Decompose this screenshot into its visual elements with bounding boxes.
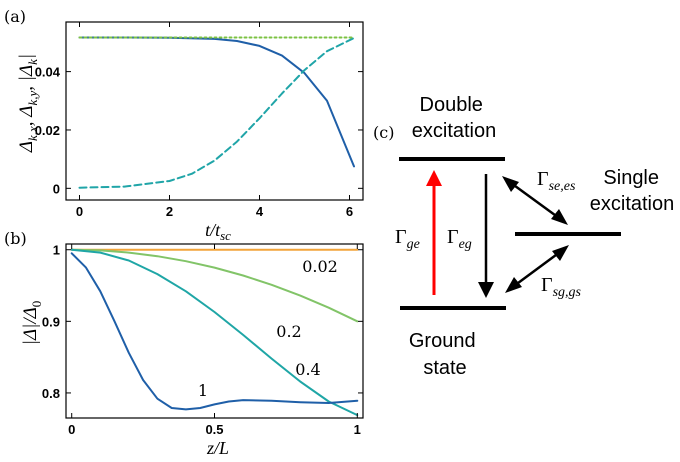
panel-b-ytick-label: 1 [53,243,60,258]
gamma-se-es-label: Γse,es [537,168,576,194]
panel-a-label: (a) [4,7,26,26]
panel-a-ytick-label: 0.02 [35,123,60,138]
panel-a-ytick-label: 0 [53,181,60,196]
panel-a-series-line-1 [78,37,355,189]
panel-a-ytick-label: 0.04 [35,65,61,80]
panel-b-curve-label: 0.2 [276,322,301,341]
panel-a-frame [65,21,364,201]
ground-state-label: Ground state [409,330,481,379]
panel-b-series-line-0_4 [70,248,359,417]
sg-gs-transition-arrow [505,245,569,293]
double-excitation-label: Double excitation [412,94,497,142]
panel-b-xtick-label: 1 [354,422,361,437]
eg-transition-arrow [478,174,494,298]
panel-c-label: (c) [373,123,394,142]
gamma-sg-gs-label: Γsg,gs [541,274,582,300]
panel-b-ytick-label: 0.8 [42,386,60,401]
se-es-transition-arrow [502,176,568,225]
panel-a-xtick-label: 2 [166,204,173,219]
panel-b-curve-label: 0.4 [295,360,320,379]
panel-a-ylabel: Δk,x, Δk,y, |Δk| [16,54,40,153]
panel-b-ylabel: |Δ|/Δ0 [20,301,44,346]
panel-a-xtick-label: 0 [76,204,83,219]
panel-a-xlabel: t/tsc [205,220,231,243]
panel-b-ytick-label: 0.9 [42,314,60,329]
panel-b-series-line-0_2 [70,248,359,323]
panel-a-xtick-label: 6 [346,204,353,219]
panel-a-series-line-0 [78,36,355,168]
panel-b-xlabel: z/L [206,438,229,458]
panel-b-xtick-label: 0 [68,422,75,437]
panel-b-curve-label: 1 [198,381,208,400]
single-excitation-label: Single excitation [590,167,675,215]
panel-b-series-line-1 [70,252,359,411]
panel-b-curve-label: 0.02 [302,257,338,276]
ge-transition-arrow [426,170,442,295]
gamma-ge-label: Γge [395,226,420,252]
panel-b-label: (b) [4,229,27,248]
panel-a-plot: 0 2 4 6 0 0.02 0.04 [35,21,364,219]
panel-b-xtick-label: 0.5 [205,422,223,437]
panel-b-plot: 0.02 0.2 0.4 1 0 0.5 1 0.8 0.9 1 [42,243,364,437]
gamma-eg-label: Γeg [447,226,472,252]
panel-a-xtick-label: 4 [256,204,264,219]
